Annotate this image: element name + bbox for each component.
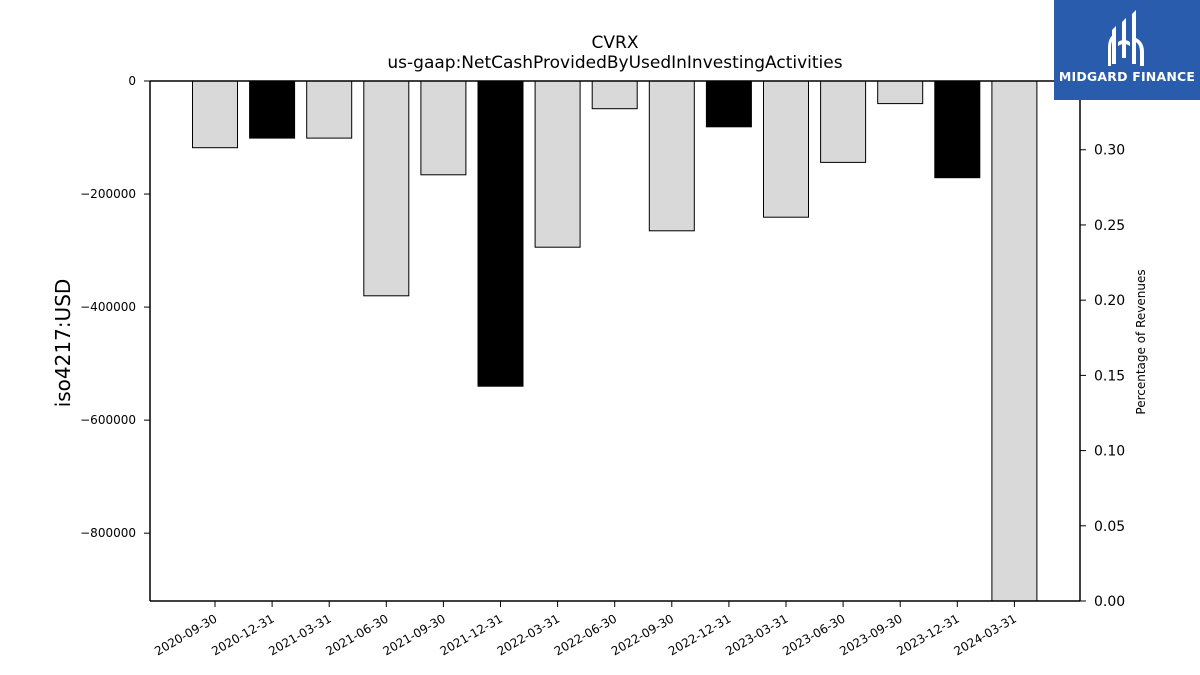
chart-title: CVRX — [592, 33, 639, 53]
x-tick-label: 2023-06-30 — [780, 611, 847, 658]
bar — [249, 80, 296, 139]
y2-tick-label: 0.00 — [1094, 594, 1125, 610]
y2-axis-label: Percentage of Revenues — [1134, 269, 1148, 414]
x-tick-label: 2021-09-30 — [380, 611, 447, 658]
bar — [934, 80, 981, 179]
bar — [363, 80, 410, 297]
x-tick-label: 2020-12-31 — [209, 611, 276, 658]
chart-subtitle: us-gaap:NetCashProvidedByUsedInInvesting… — [387, 53, 842, 73]
bar — [534, 80, 581, 248]
y2-tick-label: 0.05 — [1094, 519, 1125, 535]
y-tick-label: −600000 — [80, 413, 136, 427]
y2-tick-label: 0.25 — [1094, 218, 1125, 234]
x-tick-label: 2021-06-30 — [323, 611, 390, 658]
y2-tick-label: 0.15 — [1094, 368, 1125, 384]
bar — [420, 80, 467, 176]
brand-logo: MIDGARD FINANCE — [1054, 0, 1200, 100]
bar — [648, 80, 695, 232]
y2-tick-label: 0.20 — [1094, 293, 1125, 309]
y-tick-label: −800000 — [80, 526, 136, 540]
x-tick-label: 2021-03-31 — [266, 611, 333, 658]
x-tick-label: 2023-09-30 — [837, 611, 904, 658]
x-tick-label: 2022-06-30 — [552, 611, 619, 658]
bar — [991, 80, 1038, 602]
bar — [192, 80, 238, 149]
y-tick-label: 0 — [128, 74, 136, 88]
bar — [477, 80, 524, 387]
bars-group — [192, 80, 1038, 602]
x-tick-label: 2021-12-31 — [438, 611, 505, 658]
y2-tick-label: 0.30 — [1094, 143, 1125, 159]
x-tick-label: 2023-12-31 — [894, 611, 961, 658]
bar — [591, 80, 638, 110]
y-axis-label: iso4217:USD — [51, 279, 75, 408]
brand-name: MIDGARD FINANCE — [1058, 69, 1196, 84]
bar — [763, 80, 809, 218]
x-tick-label: 2022-12-31 — [666, 611, 733, 658]
y-tick-label: −400000 — [80, 300, 136, 314]
bar — [820, 80, 867, 163]
x-tick-label: 2020-09-30 — [152, 611, 219, 658]
y-tick-label: −200000 — [80, 187, 136, 201]
y2-tick-label: 0.10 — [1094, 444, 1125, 460]
x-tick-label: 2024-03-31 — [951, 611, 1018, 658]
x-tick-label: 2023-03-31 — [723, 611, 790, 658]
midgard-logo-icon — [1108, 10, 1144, 66]
bar — [705, 80, 752, 128]
bar — [306, 80, 353, 139]
x-tick-label: 2022-09-30 — [609, 611, 676, 658]
bar — [877, 80, 924, 105]
x-tick-label: 2022-03-31 — [495, 611, 562, 658]
